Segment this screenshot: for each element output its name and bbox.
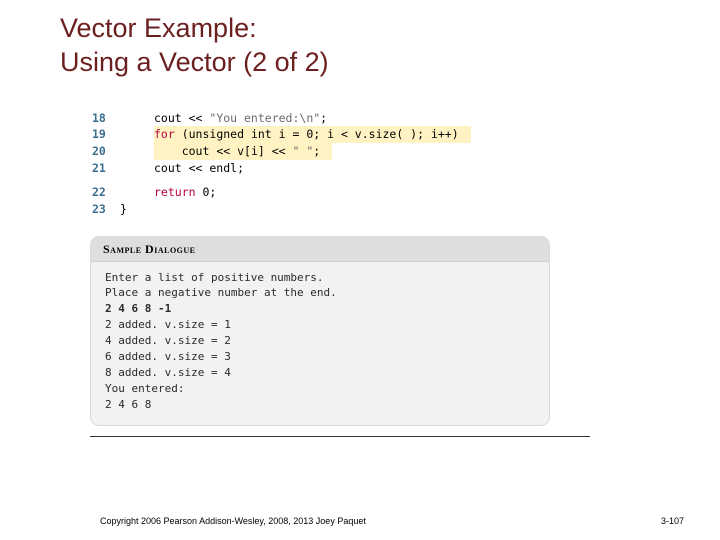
code-text: } [120,201,660,218]
slide-title: Vector Example: Using a Vector (2 of 2) [60,12,660,80]
title-line-2: Using a Vector (2 of 2) [60,47,329,77]
slide-footer: Copyright 2006 Pearson Addison-Wesley, 2… [0,516,720,526]
dialogue-header: Sample Dialogue [91,237,549,262]
dialogue-body: Enter a list of positive numbers. Place … [91,262,549,425]
code-line-22: 22 return 0; [90,184,660,201]
line-number: 20 [90,143,120,160]
line-number: 19 [90,126,120,143]
highlight: cout << v[i] << " "; [154,143,332,160]
slide: Vector Example: Using a Vector (2 of 2) … [0,0,720,437]
code-text: return 0; [120,184,660,201]
code-text: cout << endl; [120,160,660,177]
line-number: 23 [90,201,120,218]
code-text: cout << v[i] << " "; [120,143,660,160]
line-number: 22 [90,184,120,201]
blank-line [90,176,660,184]
code-listing: 18 cout << "You entered:\n"; 19 for (uns… [90,110,660,218]
code-text: cout << "You entered:\n"; [120,110,660,127]
highlight: for (unsigned int i = 0; i < v.size( ); … [154,126,471,143]
line-number: 18 [90,110,120,127]
title-line-1: Vector Example: [60,13,257,43]
sample-dialogue-box: Sample Dialogue Enter a list of positive… [90,236,550,426]
code-line-21: 21 cout << endl; [90,160,660,177]
code-line-19: 19 for (unsigned int i = 0; i < v.size( … [90,126,660,143]
code-line-23: 23 } [90,201,660,218]
copyright-text: Copyright 2006 Pearson Addison-Wesley, 2… [100,516,366,526]
code-text: for (unsigned int i = 0; i < v.size( ); … [120,126,660,143]
code-line-18: 18 cout << "You entered:\n"; [90,110,660,127]
slide-number: 3-107 [661,516,684,526]
divider [90,436,590,437]
line-number: 21 [90,160,120,177]
code-line-20: 20 cout << v[i] << " "; [90,143,660,160]
